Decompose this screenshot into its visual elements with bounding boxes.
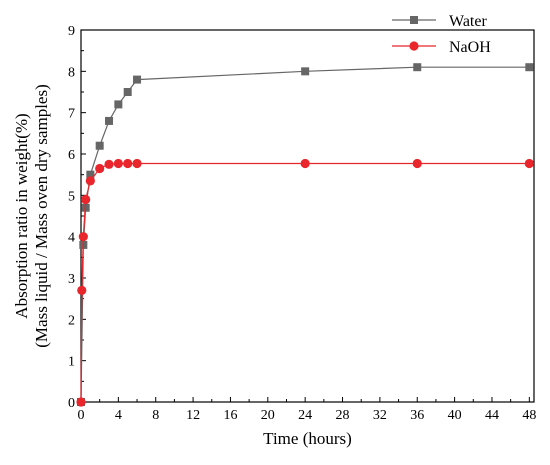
y-tick-label: 1 [68,355,75,370]
data-point-naoh [524,158,534,169]
x-tick-label: 28 [336,408,350,423]
legend-marker-water [410,16,418,24]
x-tick-label: 8 [152,408,159,423]
x-tick-label: 0 [78,408,85,423]
legend-marker-naoh [409,41,419,51]
y-tick-label: 5 [68,189,75,204]
y-tick-label: 2 [68,313,75,328]
y-tick-label: 7 [68,107,75,122]
series-water [77,63,534,406]
x-tick-label: 16 [223,408,237,423]
data-point-water [413,63,422,72]
x-tick-label: 24 [298,408,312,423]
series-layer [76,63,534,407]
data-point-naoh [77,285,87,295]
data-point-naoh [81,194,91,205]
data-point-naoh [78,232,88,242]
legend: Water NaOH [392,13,491,56]
y-axis-title-line1: Absorption ratio in weight(%) [12,113,31,318]
y-tick-label: 0 [68,396,75,411]
data-point-naoh [300,158,310,169]
plot-frame [80,29,535,403]
y-tick-label: 8 [68,65,75,80]
legend-label-naoh: NaOH [449,39,491,56]
data-point-water [123,88,132,96]
y-tick-label: 3 [68,272,75,287]
y-tick-label: 4 [68,231,75,246]
x-tick-label: 32 [373,408,387,423]
series-line-water [80,66,530,403]
data-point-water [86,170,95,179]
data-point-water [525,63,534,72]
y-tick-label: 6 [68,148,75,163]
data-point-water [133,75,142,84]
data-point-naoh [412,158,422,169]
series-naoh [76,158,534,407]
data-point-water [114,100,123,109]
legend-label-water: Water [449,13,487,30]
data-point-naoh [132,158,142,169]
data-point-water [95,141,104,150]
x-tick-label: 40 [448,408,462,423]
data-point-naoh [76,397,86,407]
x-tick-label: 4 [115,408,122,423]
data-point-naoh [123,158,133,169]
y-axis-title-line2: (Mass liquid / Mass oven dry samples) [32,84,51,347]
data-point-naoh [85,176,95,186]
y-tick-label: 9 [68,24,75,39]
series-line-naoh [80,162,530,403]
x-tick-label: 20 [261,408,275,423]
x-tick-label: 12 [186,408,200,423]
x-tick-label: 44 [485,408,499,423]
data-point-water [105,116,114,125]
x-tick-label: 48 [522,408,536,423]
data-point-naoh [95,163,105,174]
data-point-water [301,67,310,76]
data-point-naoh [104,159,114,169]
x-axis-title: Time (hours) [263,429,352,448]
data-point-naoh [113,158,123,169]
x-tick-label: 36 [410,408,424,423]
